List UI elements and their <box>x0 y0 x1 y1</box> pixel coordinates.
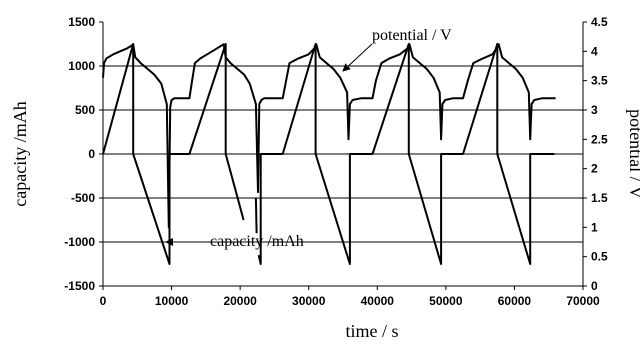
right-tick-label: 2 <box>591 162 598 176</box>
right-tick-label: 4 <box>591 44 598 58</box>
potential-annotation-arrow <box>342 43 373 72</box>
left-tick-label: 1500 <box>68 15 95 29</box>
right-tick-label: 0 <box>591 279 598 293</box>
x-axis-label: time / s <box>346 321 399 341</box>
right-tick-label: 1.5 <box>591 191 608 205</box>
right-tick-label: 3 <box>591 103 598 117</box>
x-tick-label: 40000 <box>361 294 395 308</box>
left-tick-label: -500 <box>71 191 95 205</box>
series-group <box>102 43 556 265</box>
left-tick-label: 0 <box>88 147 95 161</box>
capacity-series-line <box>102 43 555 265</box>
left-axis-ticks: 1500 1000 500 0 -500 -1000 -1500 <box>64 15 103 293</box>
x-tick-label: 50000 <box>429 294 463 308</box>
x-tick-label: 30000 <box>292 294 326 308</box>
x-axis-ticks: 0 10000 20000 30000 40000 50000 60000 70000 <box>100 286 600 308</box>
right-tick-label: 4.5 <box>591 15 608 29</box>
potential-annotation: potential / V <box>372 27 452 44</box>
capacity-annotation: capacity /mAh <box>210 233 304 250</box>
x-tick-label: 0 <box>100 294 107 308</box>
x-tick-label: 10000 <box>155 294 189 308</box>
left-y-axis-label: capacity /mAh <box>10 101 30 206</box>
annotations: potential / V capacity /mAh <box>165 27 452 250</box>
left-tick-label: 500 <box>75 103 95 117</box>
x-tick-label: 20000 <box>223 294 257 308</box>
left-tick-label: -1500 <box>64 279 95 293</box>
right-tick-label: 2.5 <box>591 132 608 146</box>
x-tick-label: 60000 <box>498 294 532 308</box>
right-tick-label: 0.5 <box>591 250 608 264</box>
right-tick-label: 1 <box>591 220 598 234</box>
x-tick-label: 70000 <box>566 294 600 308</box>
left-tick-label: -1000 <box>64 235 95 249</box>
left-tick-label: 1000 <box>68 59 95 73</box>
right-y-axis-label: potential / V <box>626 109 640 199</box>
right-axis-ticks: 4.5 4 3.5 3 2.5 2 1.5 1 0.5 0 <box>583 15 608 293</box>
right-tick-label: 3.5 <box>591 74 608 88</box>
